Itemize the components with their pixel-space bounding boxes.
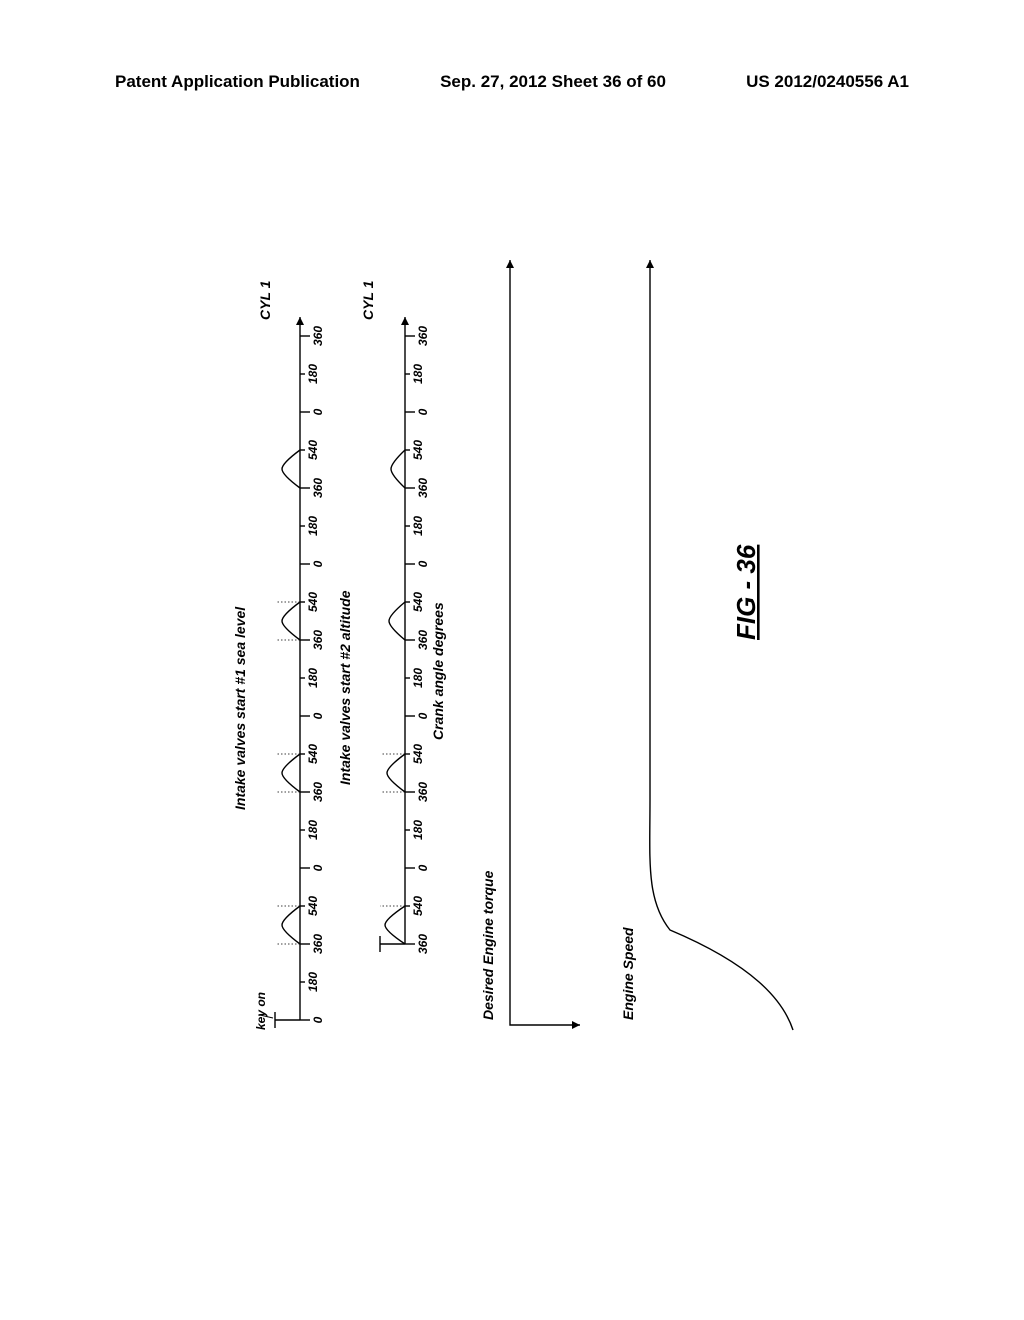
svg-text:180: 180 <box>411 668 425 688</box>
svg-text:0: 0 <box>311 712 325 719</box>
svg-text:360: 360 <box>311 630 325 650</box>
header-right: US 2012/0240556 A1 <box>746 72 909 92</box>
svg-text:CYL 1: CYL 1 <box>257 280 273 320</box>
rotated-diagram: Intake valves start #1 sea level key on 0 1… <box>225 230 815 1060</box>
svg-text:0: 0 <box>416 864 430 871</box>
svg-text:360: 360 <box>416 934 430 954</box>
svg-text:0: 0 <box>416 408 430 415</box>
svg-text:180: 180 <box>411 516 425 536</box>
svg-text:540: 540 <box>411 440 425 460</box>
svg-text:540: 540 <box>411 896 425 916</box>
svg-text:180: 180 <box>306 364 320 384</box>
svg-text:360: 360 <box>416 478 430 498</box>
svg-text:Crank angle degrees: Crank angle degrees <box>430 602 446 740</box>
header-left: Patent Application Publication <box>115 72 360 92</box>
svg-text:360: 360 <box>416 782 430 802</box>
svg-text:540: 540 <box>306 744 320 764</box>
svg-text:Intake valves start #2 altitud: Intake valves start #2 altitude <box>337 590 353 785</box>
svg-text:540: 540 <box>306 440 320 460</box>
svg-text:Engine Speed: Engine Speed <box>620 927 636 1020</box>
svg-text:0: 0 <box>311 408 325 415</box>
svg-text:360: 360 <box>311 326 325 346</box>
svg-text:540: 540 <box>411 744 425 764</box>
svg-text:0: 0 <box>416 712 430 719</box>
svg-text:540: 540 <box>306 896 320 916</box>
svg-text:360: 360 <box>416 326 430 346</box>
svg-text:180: 180 <box>411 364 425 384</box>
svg-text:0: 0 <box>311 864 325 871</box>
svg-text:key on: key on <box>254 992 268 1030</box>
svg-text:0: 0 <box>311 560 325 567</box>
svg-text:180: 180 <box>306 516 320 536</box>
svg-text:0: 0 <box>416 560 430 567</box>
svg-text:180: 180 <box>411 820 425 840</box>
svg-text:360: 360 <box>416 630 430 650</box>
svg-text:180: 180 <box>306 668 320 688</box>
svg-text:540: 540 <box>306 592 320 612</box>
figure-container: Intake valves start #1 sea level key on 0 1… <box>225 230 815 1060</box>
svg-text:540: 540 <box>411 592 425 612</box>
svg-text:CYL 1: CYL 1 <box>360 280 376 320</box>
header-center: Sep. 27, 2012 Sheet 36 of 60 <box>440 72 666 92</box>
svg-text:360: 360 <box>311 782 325 802</box>
svg-text:Desired Engine torque: Desired Engine torque <box>480 870 496 1020</box>
svg-text:180: 180 <box>306 820 320 840</box>
svg-text:360: 360 <box>311 934 325 954</box>
svg-text:FIG - 36: FIG - 36 <box>731 544 761 640</box>
svg-text:360: 360 <box>311 478 325 498</box>
svg-text:0: 0 <box>311 1016 325 1023</box>
svg-text:180: 180 <box>306 972 320 992</box>
svg-text:Intake valves start #1 sea lev: Intake valves start #1 sea level <box>232 606 248 810</box>
